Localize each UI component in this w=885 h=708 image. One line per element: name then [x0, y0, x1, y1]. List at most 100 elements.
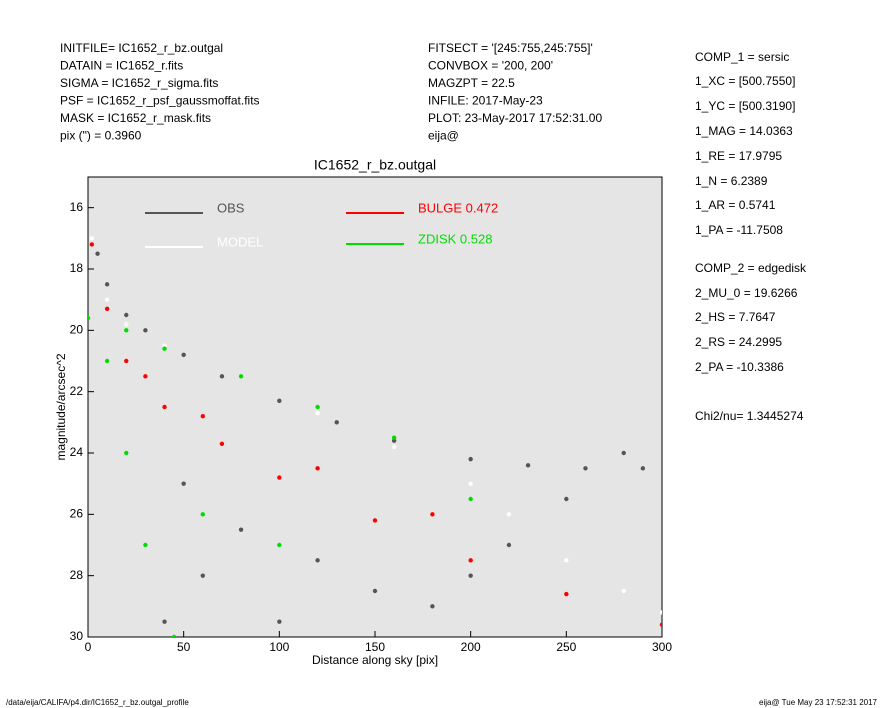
- param-line: 1_YC = [500.3190]: [695, 99, 795, 113]
- point: [506, 512, 512, 517]
- footer-path: /data/eija/CALIFA/p4.dir/IC1652_r_bz.out…: [6, 698, 189, 707]
- x-tick-label: 0: [85, 640, 92, 654]
- footer-stamp: eija@ Tue May 23 17:52:31 2017: [759, 698, 878, 707]
- point: [200, 414, 205, 419]
- point: [162, 404, 167, 410]
- point: [468, 481, 473, 486]
- param-line: Chi2/nu= 1.3445274: [695, 409, 804, 423]
- point: [391, 438, 397, 443]
- point: [640, 466, 646, 471]
- point: [104, 282, 110, 287]
- header-line: PSF = IC1652_r_psf_gaussmoffat.fits: [60, 94, 260, 108]
- point: [162, 619, 167, 624]
- points: [88, 236, 662, 637]
- point: [162, 346, 167, 351]
- point: [372, 518, 378, 523]
- param-line: 2_MU_0 = 19.6266: [695, 286, 798, 300]
- y-tick-label: 18: [70, 261, 84, 275]
- point: [621, 588, 626, 594]
- point: [162, 343, 167, 348]
- x-tick-label: 200: [461, 640, 481, 654]
- x-axis-label: Distance along sky [pix]: [312, 653, 438, 667]
- x-tick-label: 300: [652, 640, 672, 654]
- y-tick-label: 20: [70, 323, 84, 337]
- point: [430, 604, 435, 609]
- param-line: 1_XC = [500.7550]: [695, 74, 795, 88]
- y-tick-label: 26: [70, 507, 84, 521]
- y-tick-label: 30: [70, 629, 84, 643]
- point: [564, 591, 569, 597]
- point: [564, 496, 569, 502]
- point: [315, 558, 320, 563]
- point: [659, 622, 662, 627]
- point: [104, 358, 110, 364]
- point: [95, 251, 100, 256]
- point: [468, 456, 473, 462]
- legend-label: MODEL: [217, 234, 263, 249]
- param-line: 2_RS = 24.2995: [695, 335, 782, 349]
- y-tick-label: 22: [70, 384, 84, 398]
- header-line: eija@: [428, 129, 459, 143]
- header-line: PLOT: 23-May-2017 17:52:31.00: [428, 111, 602, 125]
- header-line: pix (") = 0.3960: [60, 129, 142, 143]
- point: [143, 374, 148, 379]
- point: [391, 444, 397, 450]
- point: [621, 450, 626, 456]
- y-axis-label: magnitude/arcsec^2: [54, 353, 68, 460]
- header-line: FITSECT = '[245:755,245:755]': [428, 41, 593, 55]
- header-line: DATAIN = IC1652_r.fits: [60, 59, 183, 73]
- y-tick-label: 28: [70, 568, 84, 582]
- point: [277, 619, 282, 624]
- point: [124, 358, 129, 364]
- point: [219, 374, 225, 379]
- point: [315, 404, 320, 410]
- point: [143, 542, 148, 548]
- point: [525, 463, 531, 468]
- point: [315, 410, 320, 416]
- point: [88, 315, 91, 321]
- param-line: COMP_1 = sersic: [695, 50, 789, 64]
- header-line: INITFILE= IC1652_r_bz.outgal: [60, 41, 223, 55]
- point: [124, 322, 129, 327]
- point: [564, 558, 569, 563]
- point: [334, 420, 339, 425]
- point: [104, 297, 110, 302]
- point: [143, 328, 148, 333]
- point: [659, 610, 662, 615]
- point: [181, 352, 186, 358]
- point: [430, 512, 435, 517]
- x-tick-label: 250: [556, 640, 576, 654]
- chart-title: IC1652_r_bz.outgal: [314, 157, 436, 173]
- param-line: 1_AR = 0.5741: [695, 198, 776, 212]
- point: [200, 573, 205, 578]
- param-line: 1_MAG = 14.0363: [695, 124, 793, 138]
- point: [391, 435, 397, 440]
- legend-label: ZDISK 0.528: [418, 231, 492, 246]
- point: [277, 475, 282, 480]
- param-line: 1_N = 6.2389: [695, 174, 768, 188]
- header-line: SIGMA = IC1652_r_sigma.fits: [60, 76, 218, 90]
- point: [315, 466, 320, 471]
- header-line: MAGZPT = 22.5: [428, 76, 515, 90]
- param-line: 1_RE = 17.9795: [695, 149, 782, 163]
- param-line: 1_PA = -11.7508: [695, 223, 783, 237]
- point: [468, 573, 473, 578]
- point: [89, 242, 95, 247]
- header-line: MASK = IC1652_r_mask.fits: [60, 111, 211, 125]
- point: [124, 328, 129, 333]
- point: [506, 542, 512, 548]
- point: [124, 312, 129, 318]
- point: [181, 481, 186, 486]
- y-tick-label: 24: [70, 445, 84, 459]
- point: [468, 496, 473, 502]
- x-tick-label: 150: [365, 640, 385, 654]
- x-tick-label: 100: [269, 640, 289, 654]
- point: [277, 542, 282, 548]
- point: [277, 398, 282, 404]
- point: [200, 512, 205, 517]
- point: [372, 588, 378, 594]
- point: [238, 374, 244, 379]
- legend-label: OBS: [217, 200, 245, 215]
- param-line: 2_PA = -10.3386: [695, 360, 784, 374]
